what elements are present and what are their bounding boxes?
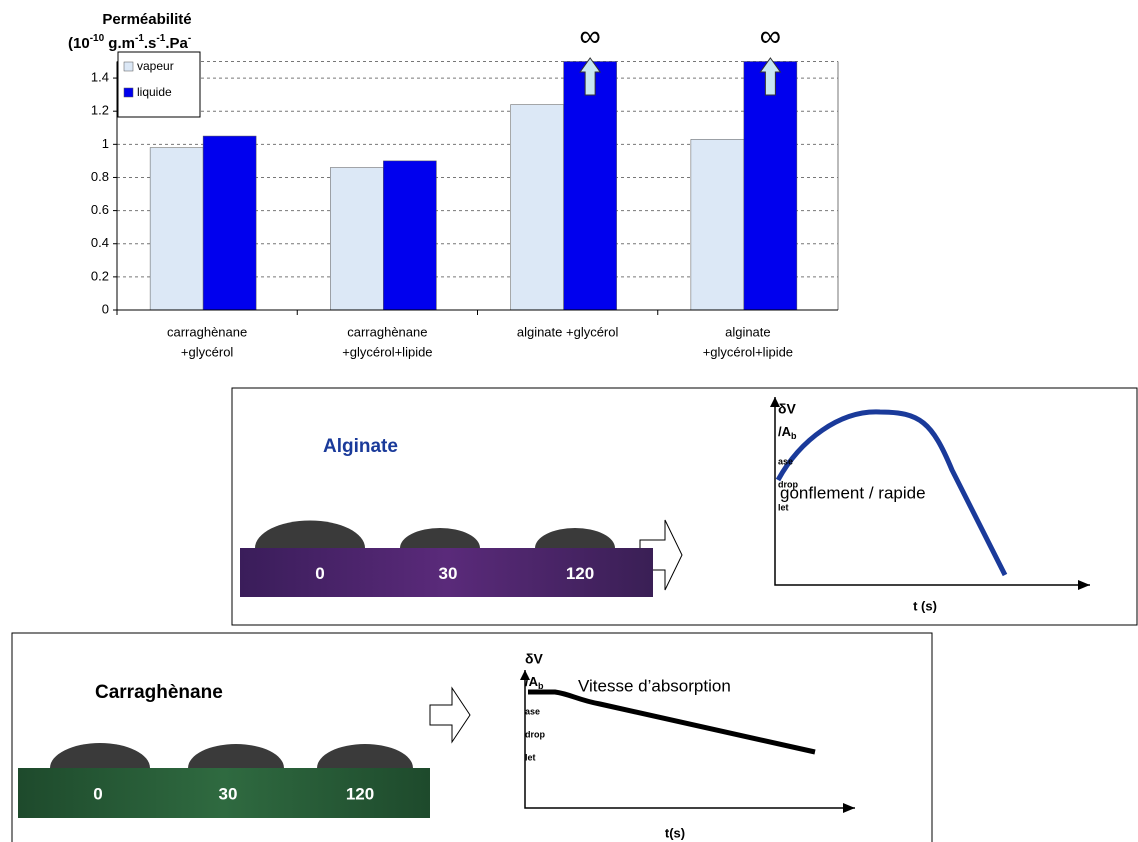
- arrow: [429, 686, 471, 744]
- x-tick-label: alginate +glycérol: [517, 324, 619, 339]
- y-label: /Ab: [778, 424, 797, 441]
- time-label: 120: [346, 784, 374, 803]
- axis-arrow: [770, 397, 780, 407]
- axis-arrow: [843, 803, 855, 813]
- infinity-arrow: [759, 57, 782, 96]
- time-label: 0: [315, 564, 324, 583]
- y-axis-title-part: -1: [135, 33, 144, 44]
- x-label: t (s): [913, 598, 937, 613]
- y-tick-label: 1: [102, 136, 109, 151]
- photo-strip: [18, 768, 430, 818]
- bar: [330, 167, 384, 311]
- y-label: ase: [525, 706, 540, 716]
- y-tick-label: 0.6: [91, 202, 109, 217]
- curve: [775, 409, 1008, 577]
- bar-infinite: [743, 61, 798, 311]
- bar-infinite: [563, 61, 617, 311]
- bar: [383, 160, 437, 311]
- y-label: /Ab: [525, 674, 544, 691]
- value-label: ∞: [760, 20, 781, 53]
- panel-frame: [11, 632, 933, 842]
- y-axis-title: Perméabilité: [102, 11, 191, 28]
- annotation: gonflement / rapide: [780, 483, 926, 502]
- y-label: δV: [525, 651, 543, 667]
- x-label: t(s): [665, 825, 685, 840]
- time-label: 30: [439, 564, 458, 583]
- legend-label: liquide: [137, 85, 172, 99]
- time-label: 0: [93, 784, 102, 803]
- value-label: ∞: [579, 20, 600, 53]
- legend-swatch: [123, 61, 134, 72]
- panel-title: Alginate: [323, 436, 398, 457]
- bar: [149, 147, 204, 311]
- y-label-part: /A: [525, 674, 539, 689]
- y-tick-label: 0.2: [91, 268, 109, 283]
- panel-frame: [231, 387, 1138, 626]
- y-axis-title-part: .s: [144, 35, 157, 52]
- y-axis-title-part: g.m: [104, 35, 135, 52]
- time-label: 120: [566, 564, 594, 583]
- y-tick-label: 1.2: [91, 103, 109, 118]
- y-label-part: /A: [778, 424, 792, 439]
- x-tick-label: carraghènane: [167, 324, 247, 339]
- axes: [774, 397, 1090, 586]
- y-label-sub: b: [538, 681, 544, 691]
- y-label: let: [778, 502, 789, 512]
- y-axis-title-part: (10: [68, 35, 90, 52]
- y-axis-title-part: -10: [90, 33, 105, 44]
- axis-arrow: [520, 670, 530, 680]
- y-label: drop: [778, 479, 798, 489]
- y-axis-title-part: -: [188, 33, 191, 44]
- y-label: let: [525, 752, 536, 762]
- time-label: 30: [219, 784, 238, 803]
- bar: [690, 139, 745, 311]
- legend-label: vapeur: [137, 59, 174, 73]
- x-tick-label: alginate: [725, 324, 771, 339]
- photo-strip: [240, 548, 653, 597]
- bar: [510, 104, 564, 311]
- axes: [524, 670, 855, 809]
- y-label: δV: [778, 401, 796, 417]
- curve: [528, 689, 816, 755]
- y-label-sub: b: [791, 431, 797, 441]
- legend-swatch: [123, 87, 134, 98]
- y-axis-title: (10-10 g.m-1.s-1.Pa-: [68, 33, 191, 52]
- y-tick-label: 0: [102, 301, 109, 316]
- y-tick-label: 1.4: [91, 70, 109, 85]
- y-tick-label: 0.4: [91, 235, 109, 250]
- annotation: Vitesse d’absorption: [578, 676, 731, 695]
- axis-arrow: [1078, 580, 1090, 590]
- panel-title: Carraghènane: [95, 682, 223, 703]
- infinity-arrow: [579, 57, 602, 96]
- y-axis-title-part: -1: [156, 33, 165, 44]
- y-axis-title-part: .Pa: [165, 35, 188, 52]
- bar: [202, 135, 257, 311]
- x-tick-label: +glycérol: [181, 344, 233, 359]
- y-tick-label: 0.8: [91, 169, 109, 184]
- x-tick-label: +glycérol+lipide: [342, 344, 432, 359]
- y-label: ase: [778, 456, 793, 466]
- x-tick-label: +glycérol+lipide: [703, 344, 793, 359]
- y-label: drop: [525, 729, 545, 739]
- x-tick-label: carraghènane: [347, 324, 427, 339]
